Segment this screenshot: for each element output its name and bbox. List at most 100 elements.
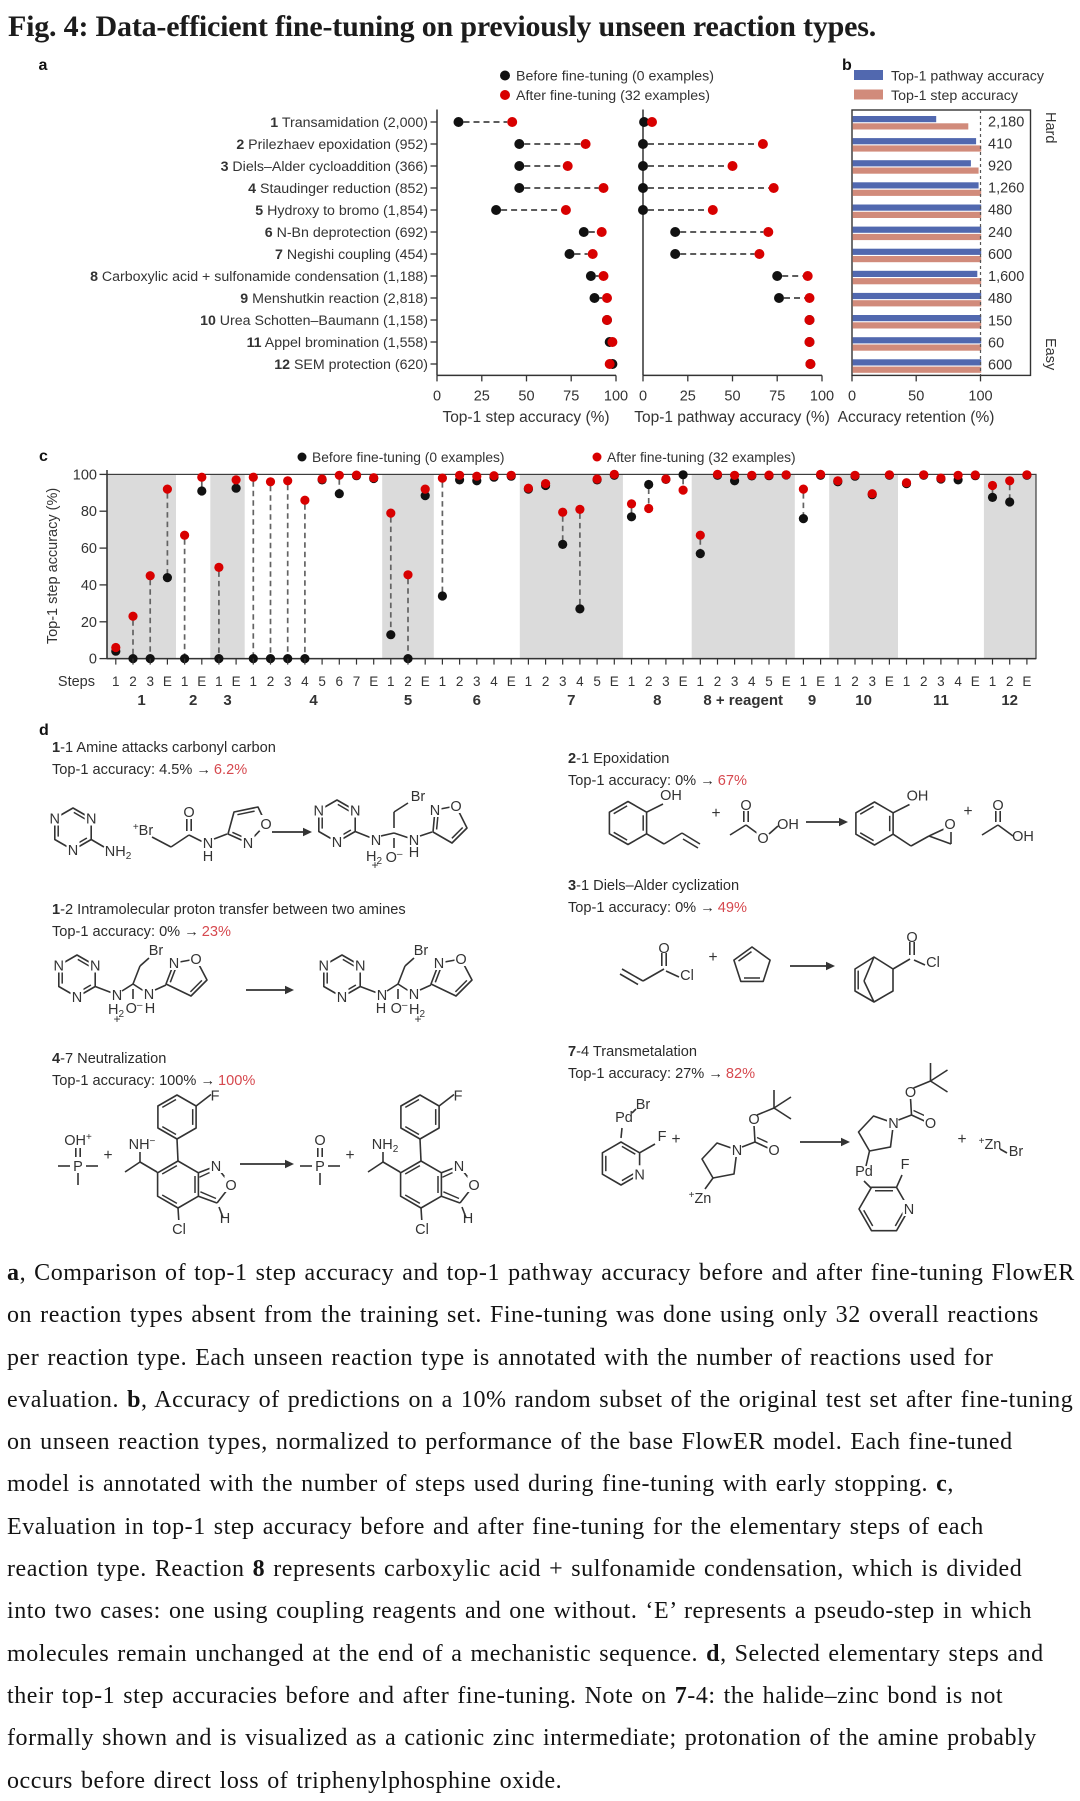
svg-text:25: 25 [474, 389, 490, 405]
svg-text:Hard: Hard [1042, 112, 1058, 143]
svg-text:410: 410 [988, 136, 1012, 152]
svg-text:+Br: +Br [133, 822, 154, 839]
svg-text:N: N [377, 988, 387, 1004]
svg-text:+: + [103, 1147, 112, 1164]
svg-text:N: N [332, 835, 342, 851]
svg-text:80: 80 [81, 504, 97, 520]
svg-text:F: F [901, 1157, 910, 1173]
svg-text:c: c [39, 448, 48, 465]
svg-text:N: N [144, 987, 154, 1003]
svg-text:E: E [232, 674, 241, 689]
svg-text:E: E [816, 674, 825, 689]
svg-text:3: 3 [662, 674, 670, 689]
svg-text:Easy: Easy [1042, 338, 1058, 371]
svg-text:O: O [757, 831, 768, 847]
svg-text:2: 2 [542, 674, 550, 689]
svg-text:b: b [842, 57, 852, 74]
svg-text:1: 1 [112, 674, 120, 689]
svg-text:N: N [888, 1116, 898, 1132]
svg-text:OH: OH [907, 789, 929, 805]
svg-text:2: 2 [920, 674, 928, 689]
svg-text:H: H [203, 849, 213, 865]
svg-text:9: 9 [808, 692, 816, 709]
svg-text:100: 100 [968, 389, 992, 405]
svg-text:N: N [211, 1159, 221, 1175]
svg-text:3: 3 [473, 674, 481, 689]
svg-text:OH+: OH+ [64, 1132, 92, 1149]
svg-text:N: N [732, 1143, 742, 1159]
svg-text:1: 1 [525, 674, 533, 689]
svg-text:O: O [260, 817, 271, 833]
svg-text:E: E [885, 674, 894, 689]
svg-text:3: 3 [868, 674, 876, 689]
svg-text:N: N [112, 988, 122, 1004]
svg-text:Top-1 accuracy: 0% → 67%: Top-1 accuracy: 0% → 67% [568, 773, 747, 789]
svg-text:12: 12 [1001, 692, 1018, 709]
svg-text:After fine-tuning (32 examples: After fine-tuning (32 examples) [516, 88, 710, 104]
svg-text:0: 0 [433, 389, 441, 405]
svg-text:75: 75 [563, 389, 579, 405]
svg-text:0: 0 [639, 389, 647, 405]
svg-text:Top-1 step accuracy (%): Top-1 step accuracy (%) [442, 409, 609, 426]
svg-text:2: 2 [714, 674, 722, 689]
svg-text:Br: Br [411, 789, 426, 805]
svg-text:1: 1 [250, 674, 258, 689]
svg-text:F: F [454, 1089, 463, 1105]
svg-text:+: + [371, 858, 378, 872]
svg-text:8: 8 [653, 692, 661, 709]
svg-text:100: 100 [604, 389, 628, 405]
svg-text:Br: Br [1009, 1144, 1024, 1160]
svg-text:5: 5 [593, 674, 601, 689]
svg-text:N: N [454, 1159, 464, 1175]
svg-text:Br: Br [636, 1097, 651, 1113]
svg-text:NH−: NH− [129, 1136, 156, 1153]
svg-text:100: 100 [73, 467, 97, 483]
svg-text:H: H [463, 1211, 473, 1227]
svg-text:1,600: 1,600 [988, 269, 1024, 285]
svg-text:O: O [190, 952, 201, 968]
svg-text:3: 3 [559, 674, 567, 689]
svg-text:E: E [421, 674, 430, 689]
svg-text:2: 2 [189, 692, 197, 709]
svg-text:O: O [314, 1133, 325, 1149]
svg-text:Top-1 step accuracy (%): Top-1 step accuracy (%) [45, 488, 61, 644]
svg-text:OH: OH [660, 788, 682, 804]
svg-text:8 Carboxylic acid + sulfonamid: 8 Carboxylic acid + sulfonamide condensa… [90, 269, 428, 285]
svg-text:O: O [992, 798, 1003, 814]
svg-text:Before fine-tuning (0 examples: Before fine-tuning (0 examples) [312, 450, 505, 465]
svg-text:40: 40 [81, 578, 97, 594]
svg-text:Top-1 accuracy: 27% → 82%: Top-1 accuracy: 27% → 82% [568, 1066, 755, 1082]
svg-text:OH: OH [1012, 829, 1034, 845]
svg-text:N: N [319, 959, 329, 975]
svg-text:0: 0 [89, 652, 97, 668]
svg-text:Top-1 accuracy: 4.5% → 6.2%: Top-1 accuracy: 4.5% → 6.2% [52, 762, 247, 778]
svg-text:4: 4 [748, 674, 756, 689]
svg-text:1: 1 [137, 692, 145, 709]
svg-text:H: H [376, 1001, 386, 1017]
svg-text:After fine-tuning (32 examples: After fine-tuning (32 examples) [607, 450, 796, 465]
svg-text:5 Hydroxy to bromo (1,854): 5 Hydroxy to bromo (1,854) [255, 203, 428, 219]
svg-text:+: + [711, 805, 720, 822]
svg-text:20: 20 [81, 615, 97, 631]
svg-text:Top-1 accuracy: 0% → 23%: Top-1 accuracy: 0% → 23% [52, 924, 231, 940]
svg-text:920: 920 [988, 159, 1012, 175]
svg-text:1: 1 [628, 674, 636, 689]
svg-text:1: 1 [989, 674, 997, 689]
svg-text:6 N-Bn deprotection (692): 6 N-Bn deprotection (692) [265, 225, 428, 241]
svg-text:Accuracy retention (%): Accuracy retention (%) [838, 409, 995, 426]
svg-text:Pd: Pd [615, 1110, 633, 1126]
svg-text:10: 10 [855, 692, 872, 709]
svg-text:4-7 Neutralization: 4-7 Neutralization [52, 1051, 166, 1067]
svg-text:O: O [740, 798, 751, 814]
svg-text:600: 600 [988, 358, 1012, 374]
svg-text:1: 1 [215, 674, 223, 689]
svg-text:7 Negishi coupling (454): 7 Negishi coupling (454) [275, 247, 428, 263]
svg-text:H: H [145, 1001, 155, 1017]
svg-text:O: O [905, 1085, 916, 1101]
svg-text:2: 2 [851, 674, 859, 689]
svg-text:N: N [86, 812, 96, 828]
svg-text:E: E [782, 674, 791, 689]
svg-text:1: 1 [800, 674, 808, 689]
svg-text:600: 600 [988, 247, 1012, 263]
svg-text:O: O [768, 1143, 779, 1159]
